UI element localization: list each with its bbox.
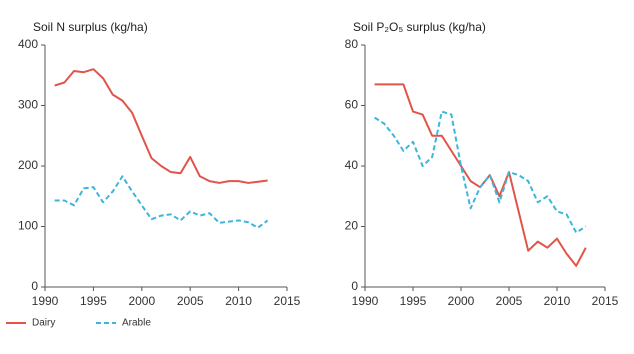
y-tick-label: 300 (18, 98, 38, 112)
y-tick-label: 40 (345, 158, 359, 172)
x-tick-label: 1990 (352, 294, 379, 308)
y-tick-label: 0 (351, 279, 358, 293)
x-tick-label: 1995 (80, 294, 107, 308)
y-tick-label: 60 (345, 98, 359, 112)
data-line (54, 175, 269, 229)
y-tick-label: 20 (345, 219, 359, 233)
legend-label: Dairy (32, 318, 55, 329)
x-tick-label: 2000 (448, 294, 475, 308)
x-tick-label: 1995 (400, 294, 427, 308)
chart-title: Soil P₂O₅ surplus (kg/ha) (353, 20, 486, 34)
x-tick-label: 2005 (177, 294, 204, 308)
data-line (374, 110, 587, 234)
y-tick-label: 200 (18, 158, 38, 172)
y-tick-label: 80 (345, 37, 359, 51)
chart-title: Soil N surplus (kg/ha) (33, 20, 148, 34)
y-tick-label: 400 (18, 37, 38, 51)
x-tick-label: 2005 (496, 294, 523, 308)
x-tick-label: 2015 (592, 294, 619, 308)
x-tick-label: 1990 (32, 294, 59, 308)
legend-label: Arable (122, 318, 151, 329)
y-tick-label: 100 (18, 219, 38, 233)
x-tick-label: 2015 (274, 294, 301, 308)
y-tick-label: 0 (31, 279, 38, 293)
x-tick-label: 2010 (225, 294, 252, 308)
x-tick-label: 2010 (544, 294, 571, 308)
data-line (54, 68, 268, 184)
x-tick-label: 2000 (128, 294, 155, 308)
